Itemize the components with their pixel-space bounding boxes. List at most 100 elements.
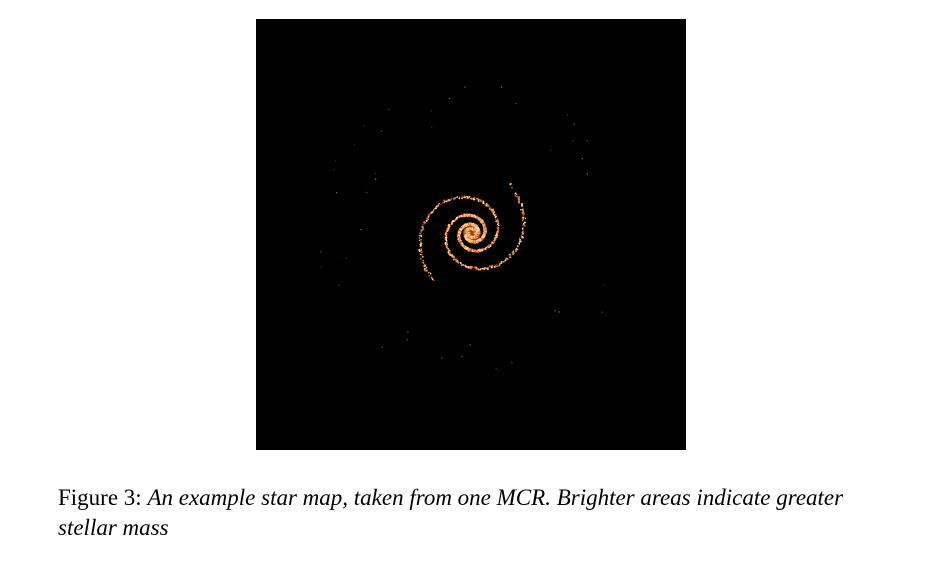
star xyxy=(485,267,487,269)
star xyxy=(496,263,498,266)
star xyxy=(491,210,493,212)
star xyxy=(520,208,522,211)
star xyxy=(450,223,452,226)
star xyxy=(509,182,512,185)
star xyxy=(496,265,499,267)
star xyxy=(493,241,495,243)
star xyxy=(522,224,524,226)
halo-star xyxy=(558,311,560,313)
halo-star xyxy=(500,86,503,88)
star xyxy=(451,221,454,223)
star xyxy=(432,209,435,211)
star xyxy=(512,250,514,253)
star xyxy=(465,266,468,268)
star xyxy=(512,251,514,254)
star xyxy=(436,204,439,207)
star xyxy=(524,221,526,224)
star xyxy=(512,253,514,255)
star xyxy=(449,252,451,255)
star xyxy=(512,249,515,252)
star xyxy=(490,244,492,246)
star-map-canvas xyxy=(256,19,686,450)
star xyxy=(522,230,525,232)
star xyxy=(420,248,423,251)
star xyxy=(514,192,517,195)
star xyxy=(511,187,513,189)
halo-star xyxy=(581,157,583,160)
star-map-image xyxy=(256,19,686,450)
star xyxy=(458,197,461,200)
halo-star xyxy=(441,357,443,359)
halo-star xyxy=(431,126,433,128)
halo-star xyxy=(601,311,604,313)
star xyxy=(507,258,510,261)
figure-caption-text: An example star map, taken from one MCR.… xyxy=(58,485,844,540)
halo-star xyxy=(407,331,409,333)
star xyxy=(482,200,485,203)
star xyxy=(519,240,522,243)
star xyxy=(422,260,424,262)
halo-star xyxy=(366,191,368,194)
halo-star xyxy=(495,367,497,370)
star xyxy=(515,250,517,252)
star xyxy=(497,229,500,232)
star xyxy=(515,193,518,196)
star xyxy=(420,253,422,256)
star xyxy=(518,201,520,204)
star xyxy=(510,256,512,259)
star xyxy=(461,264,463,267)
star xyxy=(431,278,434,280)
star xyxy=(478,248,482,251)
star xyxy=(484,203,486,205)
star xyxy=(488,246,490,248)
star xyxy=(447,226,449,229)
star xyxy=(443,201,445,203)
star xyxy=(517,245,519,247)
star xyxy=(519,239,521,241)
star xyxy=(513,252,515,254)
star xyxy=(423,268,426,271)
halo-star xyxy=(511,361,513,364)
star xyxy=(449,199,451,202)
star xyxy=(497,226,499,228)
star xyxy=(454,197,456,199)
halo-star xyxy=(586,173,589,175)
star xyxy=(488,265,491,268)
star xyxy=(522,222,525,225)
star xyxy=(478,269,480,271)
star xyxy=(424,223,426,225)
star xyxy=(427,272,430,274)
star xyxy=(519,237,521,239)
star xyxy=(494,218,497,220)
halo-star xyxy=(334,160,337,162)
star xyxy=(456,196,459,198)
spiral-galaxy xyxy=(320,86,605,370)
halo-star xyxy=(602,284,605,286)
star xyxy=(492,213,494,216)
star xyxy=(522,210,525,212)
star xyxy=(510,255,512,257)
star xyxy=(521,220,524,222)
star xyxy=(505,257,507,259)
star xyxy=(418,235,421,237)
halo-star xyxy=(333,168,335,171)
star xyxy=(492,208,494,211)
star xyxy=(445,239,448,242)
star xyxy=(522,208,524,210)
star xyxy=(479,269,482,271)
star xyxy=(496,218,499,220)
star xyxy=(446,230,449,233)
star xyxy=(420,241,422,243)
star xyxy=(421,254,423,256)
star xyxy=(522,233,524,235)
halo-star xyxy=(430,110,433,112)
star xyxy=(456,258,458,261)
star xyxy=(457,262,459,264)
star xyxy=(444,233,447,235)
star xyxy=(517,200,520,203)
star xyxy=(515,195,518,198)
halo-star xyxy=(353,144,355,146)
star xyxy=(448,199,450,201)
star xyxy=(426,217,429,220)
star xyxy=(424,270,426,272)
